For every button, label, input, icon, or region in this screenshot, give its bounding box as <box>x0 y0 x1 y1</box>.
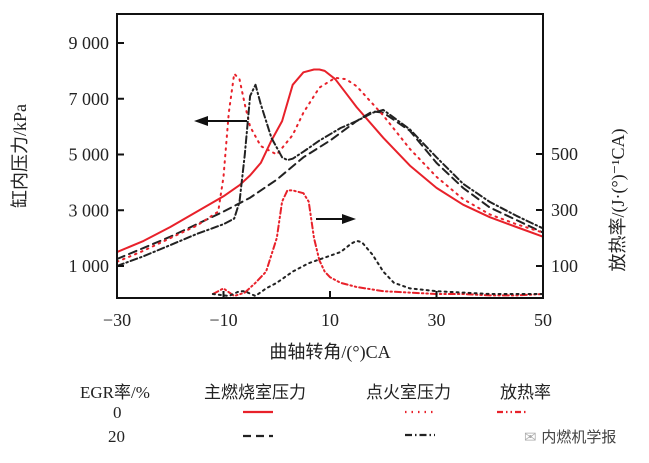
series-line-5 <box>211 239 544 297</box>
y-tick-label: 9 000 <box>69 33 110 53</box>
y2-tick-label: 100 <box>551 256 578 276</box>
x-tick-label: 10 <box>321 310 339 330</box>
series-layer <box>116 68 544 297</box>
x-axis-label: 曲轴转角/(°)CA <box>269 342 390 363</box>
x-tick-label: −10 <box>209 310 237 330</box>
x-tick-label: −30 <box>103 310 131 330</box>
arrow-left-icon <box>194 116 208 126</box>
plot-frame <box>116 13 544 299</box>
arrow-right-icon <box>342 214 356 224</box>
y-axis-left: 1 000 3 000 5 000 7 000 9 000 <box>69 33 124 276</box>
y-tick-label: 7 000 <box>69 89 110 109</box>
x-tick-label: 30 <box>428 310 446 330</box>
series-line-3 <box>116 83 544 267</box>
y-tick-label: 1 000 <box>69 256 110 276</box>
y-tick-label: 3 000 <box>69 200 110 220</box>
y-tick-label: 5 000 <box>69 145 110 165</box>
series-line-2 <box>116 72 544 263</box>
y2-tick-label: 500 <box>551 144 578 164</box>
y2-axis-label: 放热率/(J·(°)⁻¹CA) <box>608 128 629 271</box>
arrow-left-annotation <box>194 116 247 126</box>
x-tick-label: 50 <box>534 310 552 330</box>
y-axis-right: 100 300 500 <box>536 144 578 276</box>
x-axis: −30 −10 10 30 50 <box>103 291 552 330</box>
series-line-1 <box>116 110 544 260</box>
series-line-4 <box>211 189 544 297</box>
arrow-right-annotation <box>316 214 356 224</box>
y2-tick-label: 300 <box>551 200 578 220</box>
legend-samples <box>243 410 527 438</box>
y-axis-label: 缸内压力/kPa <box>9 104 30 208</box>
series-line-0 <box>116 68 544 254</box>
